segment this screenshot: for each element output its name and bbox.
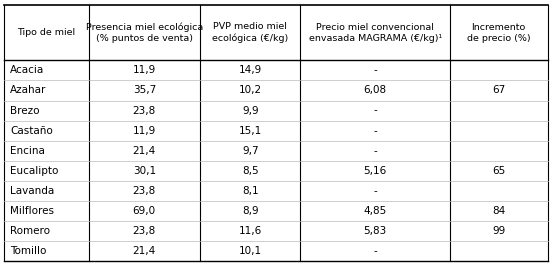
Text: 30,1: 30,1 bbox=[132, 166, 156, 176]
Text: Tipo de miel: Tipo de miel bbox=[18, 28, 76, 37]
Text: 15,1: 15,1 bbox=[238, 126, 262, 136]
Text: Lavanda: Lavanda bbox=[10, 186, 54, 196]
Text: 11,9: 11,9 bbox=[132, 65, 156, 76]
Text: 11,6: 11,6 bbox=[238, 226, 262, 236]
Text: 35,7: 35,7 bbox=[132, 86, 156, 96]
Text: 23,8: 23,8 bbox=[132, 186, 156, 196]
Text: PVP medio miel
ecológica (€/kg): PVP medio miel ecológica (€/kg) bbox=[212, 22, 288, 43]
Text: Precio miel convencional
envasada MAGRAMA (€/kg)¹: Precio miel convencional envasada MAGRAM… bbox=[309, 23, 442, 43]
Text: 9,7: 9,7 bbox=[242, 146, 258, 156]
Text: 4,85: 4,85 bbox=[364, 206, 387, 216]
Text: 21,4: 21,4 bbox=[132, 246, 156, 256]
Text: Encina: Encina bbox=[10, 146, 45, 156]
Text: 14,9: 14,9 bbox=[238, 65, 262, 76]
Text: 6,08: 6,08 bbox=[364, 86, 387, 96]
Text: 5,16: 5,16 bbox=[364, 166, 387, 176]
Text: 69,0: 69,0 bbox=[132, 206, 156, 216]
Text: 8,1: 8,1 bbox=[242, 186, 258, 196]
Text: -: - bbox=[373, 246, 377, 256]
Text: Milflores: Milflores bbox=[10, 206, 54, 216]
Text: 8,5: 8,5 bbox=[242, 166, 258, 176]
Text: -: - bbox=[373, 186, 377, 196]
Text: 23,8: 23,8 bbox=[132, 106, 156, 116]
Text: Brezo: Brezo bbox=[10, 106, 39, 116]
Text: Romero: Romero bbox=[10, 226, 50, 236]
Text: -: - bbox=[373, 126, 377, 136]
Text: 10,2: 10,2 bbox=[238, 86, 262, 96]
Text: Tomillo: Tomillo bbox=[10, 246, 46, 256]
Text: Castaño: Castaño bbox=[10, 126, 52, 136]
Text: Presencia miel ecológica
(% puntos de venta): Presencia miel ecológica (% puntos de ve… bbox=[86, 22, 203, 43]
Text: 84: 84 bbox=[492, 206, 505, 216]
Text: Acacia: Acacia bbox=[10, 65, 44, 76]
Text: 65: 65 bbox=[492, 166, 505, 176]
Text: 23,8: 23,8 bbox=[132, 226, 156, 236]
Text: -: - bbox=[373, 146, 377, 156]
Text: 99: 99 bbox=[492, 226, 505, 236]
Text: Azahar: Azahar bbox=[10, 86, 46, 96]
Text: -: - bbox=[373, 106, 377, 116]
Text: 5,83: 5,83 bbox=[364, 226, 387, 236]
Text: 9,9: 9,9 bbox=[242, 106, 258, 116]
Text: 11,9: 11,9 bbox=[132, 126, 156, 136]
Text: 21,4: 21,4 bbox=[132, 146, 156, 156]
Text: 8,9: 8,9 bbox=[242, 206, 258, 216]
Text: -: - bbox=[373, 65, 377, 76]
Text: 10,1: 10,1 bbox=[238, 246, 262, 256]
Text: 67: 67 bbox=[492, 86, 505, 96]
Text: Eucalipto: Eucalipto bbox=[10, 166, 59, 176]
Text: Incremento
de precio (%): Incremento de precio (%) bbox=[467, 23, 530, 43]
